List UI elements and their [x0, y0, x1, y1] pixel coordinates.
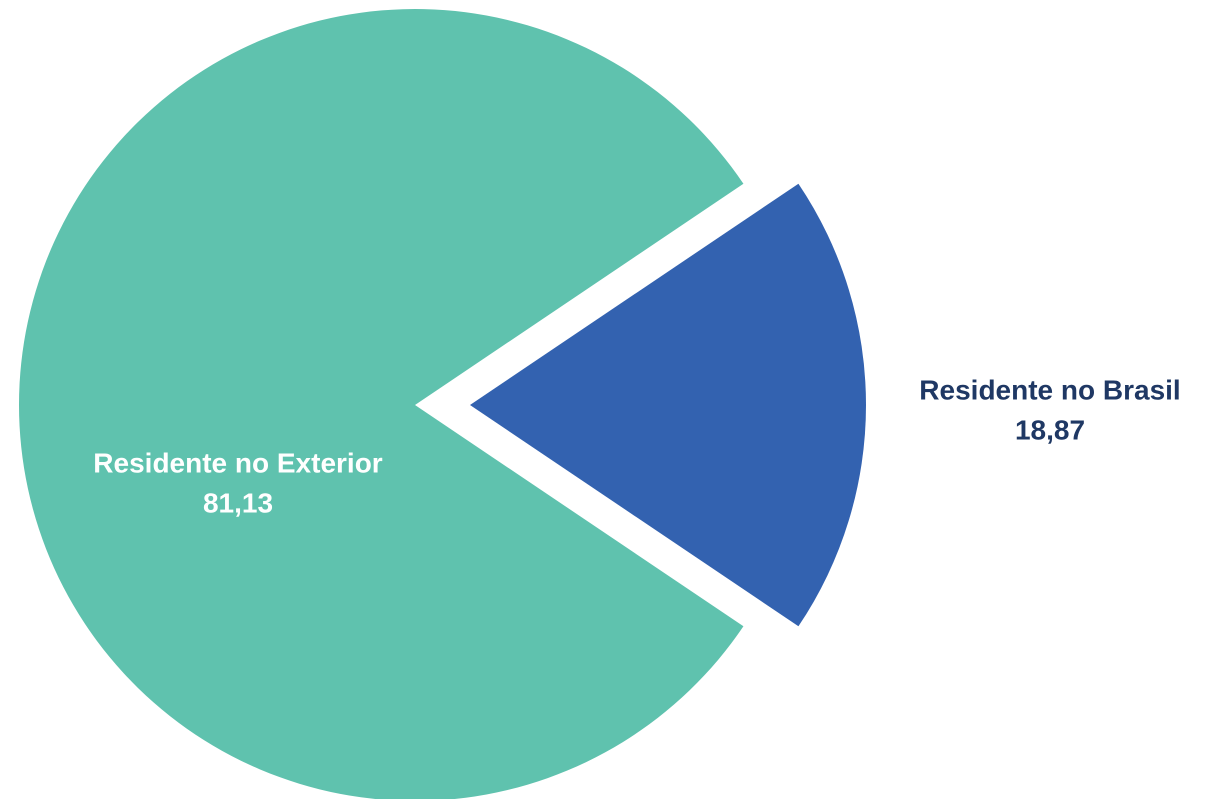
pie-slice	[470, 183, 866, 627]
slice-label: Residente no Exterior	[93, 447, 383, 478]
value-label: 18,87	[1015, 414, 1085, 445]
pie-slice	[19, 9, 744, 799]
slice-label: Residente no Brasil	[919, 374, 1180, 405]
value-label: 81,13	[203, 487, 273, 518]
